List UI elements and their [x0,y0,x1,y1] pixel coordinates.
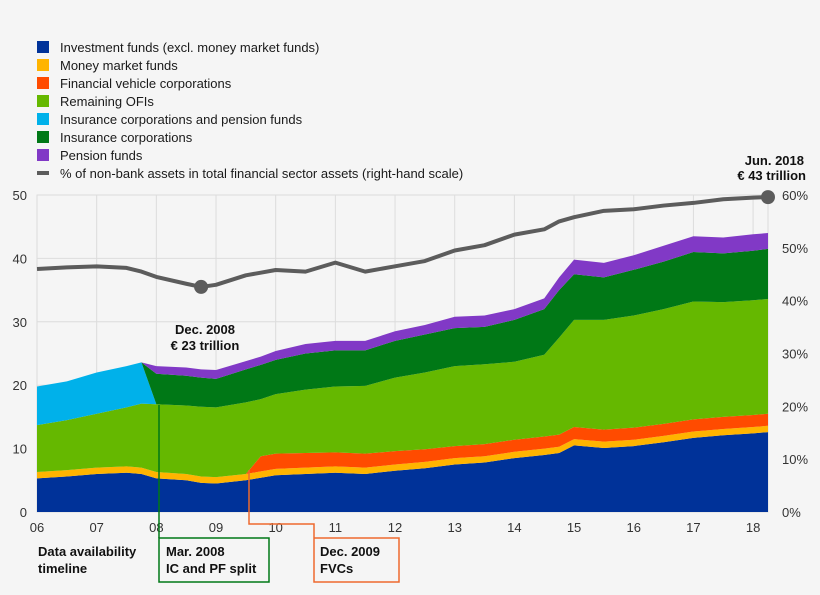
y2-tick-label: 30% [782,347,808,362]
x-tick-label: 10 [268,520,282,535]
x-tick-label: 16 [627,520,641,535]
area-financial-vehicle-corporations [37,413,768,478]
timeline-label-line2: timeline [38,561,87,576]
legend: Investment funds (excl. money market fun… [37,40,463,181]
x-tick-label: 06 [30,520,44,535]
y-tick-label: 50 [13,188,27,203]
x-tick-label: 09 [209,520,223,535]
x-tick-label: 08 [149,520,163,535]
area-remaining-ofis [37,298,768,478]
x-tick-label: 14 [507,520,521,535]
annotation-jun-2018-value: € 43 trillion [737,168,806,183]
marker-point-1 [761,190,775,205]
timeline-box-fvcs: Dec. 2009 FVCs [248,470,400,583]
timeline-box-fvcs-date: Dec. 2009 [320,544,380,559]
legend-label-line: % of non-bank assets in total financial … [60,166,463,181]
x-tick-label: 12 [388,520,402,535]
legend-swatch-line [37,171,49,175]
area-money-market-funds [37,425,768,484]
x-tick-label: 17 [686,520,700,535]
timeline-box-ic-pf-split: Mar. 2008 IC and PF split [158,405,270,583]
annotation-jun-2018-date: Jun. 2018 [745,153,804,168]
x-tick-label: 13 [447,520,461,535]
legend-label-insurance-corporations: Insurance corporations [60,130,193,145]
line-non-bank-share [36,195,769,289]
box-ic-pf [158,537,270,583]
axes: 0 10 20 30 40 50 0% 10% 20% 30% 40% 50% 60% 06 07 08 09 1… [13,188,809,535]
annotation-dec-2008-date: Dec. 2008 [175,322,235,337]
annotation-dec-2008-value: € 23 trillion [171,338,240,353]
timeline-box-ic-pf-date: Mar. 2008 [166,544,225,559]
legend-swatch-remaining-ofis [37,95,49,107]
legend-label-remaining-ofis: Remaining OFIs [60,94,154,109]
percentage-line [36,190,775,294]
y2-tick-label: 20% [782,399,808,414]
legend-swatch-investment-funds-excl-money-market-funds [37,41,49,53]
y-tick-label: 30 [13,315,27,330]
legend-swatch-insurance-corporations-and-pension-funds [37,113,49,125]
box-fvcs [248,470,400,583]
y2-tick-label: 50% [782,241,808,256]
stacked-areas [37,233,768,512]
timeline-box-ic-pf-text: IC and PF split [166,561,257,576]
legend-label-pension-funds: Pension funds [60,148,143,163]
timeline-box-fvcs-text: FVCs [320,561,353,576]
y2-tick-label: 60% [782,188,808,203]
legend-swatch-insurance-corporations [37,131,49,143]
legend-swatch-pension-funds [37,149,49,161]
marker-point-0 [194,279,209,294]
legend-label-insurance-corporations-and-pension-funds: Insurance corporations and pension funds [60,112,303,127]
y2-tick-label: 10% [782,452,808,467]
x-tick-label: 07 [89,520,103,535]
legend-label-financial-vehicle-corporations: Financial vehicle corporations [60,76,232,91]
y2-tick-label: 0% [782,505,801,520]
x-tick-label: 11 [329,520,343,535]
y2-tick-label: 40% [782,294,808,309]
x-tick-label: 18 [746,520,760,535]
area-investment-funds-excl-money-market-funds [37,432,768,512]
timeline-label-line1: Data availability [38,544,137,559]
y-tick-label: 10 [13,442,27,457]
legend-swatch-financial-vehicle-corporations [37,77,49,89]
area-insurance-corporations-and-pension-funds [37,362,157,426]
y-tick-label: 40 [13,251,27,266]
legend-label-money-market-funds: Money market funds [60,58,178,73]
y-tick-label: 20 [13,378,27,393]
x-tick-label: 15 [567,520,581,535]
y-tick-label: 0 [20,505,27,520]
legend-swatch-money-market-funds [37,59,49,71]
area-pension-funds [141,233,768,379]
legend-label-investment-funds-excl-money-market-funds: Investment funds (excl. money market fun… [60,40,319,55]
